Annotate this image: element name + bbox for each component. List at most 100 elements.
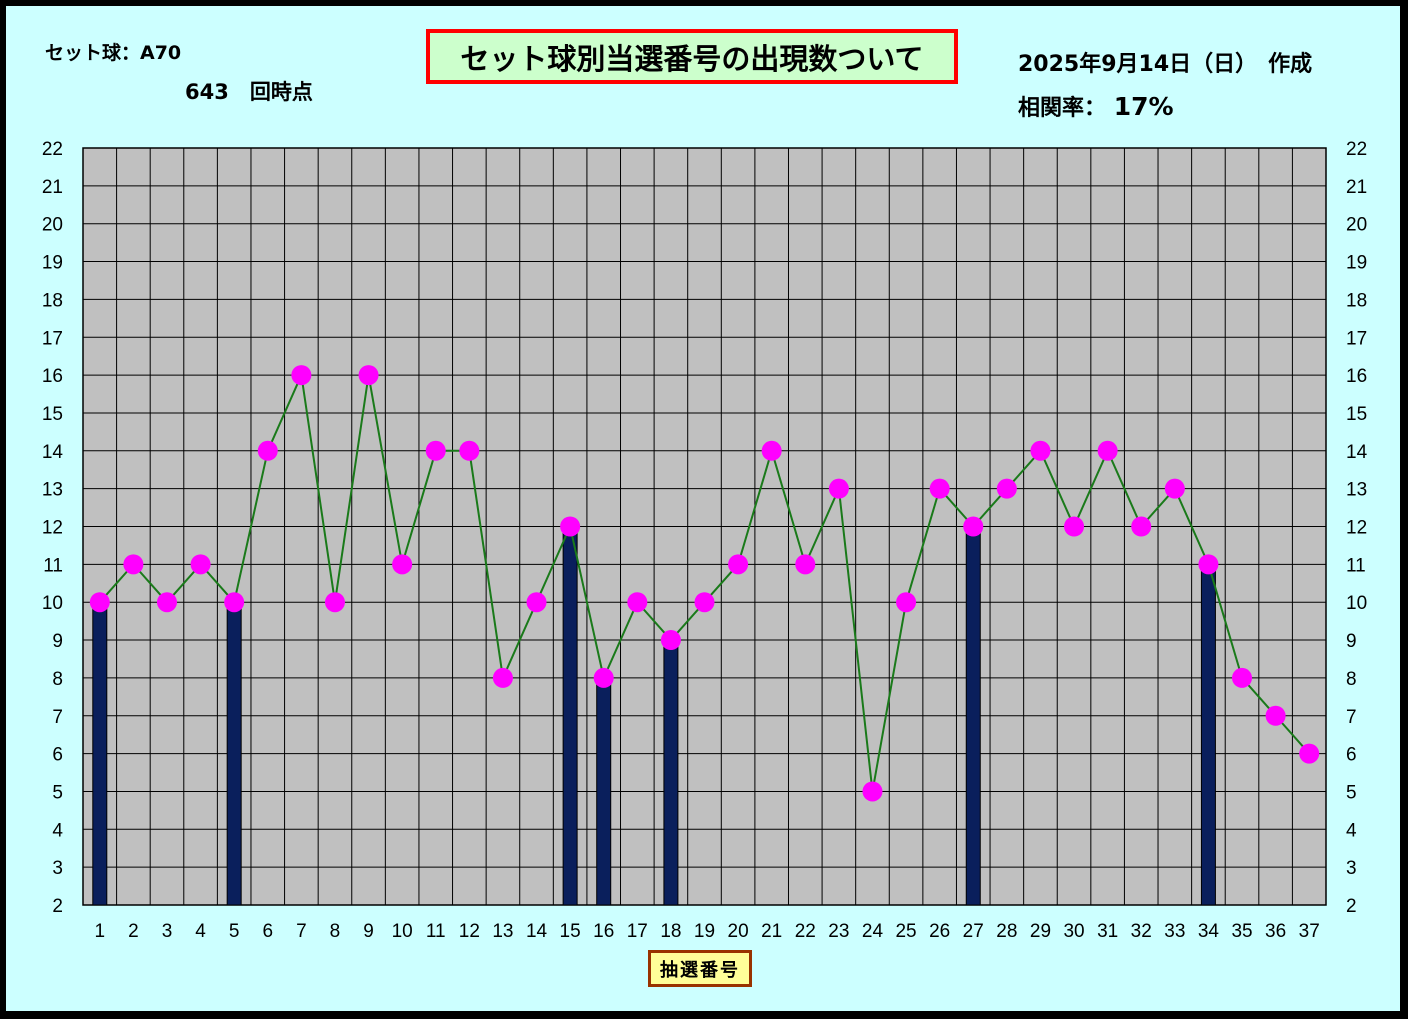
data-point: [1164, 478, 1185, 499]
x-tick-label: 34: [1198, 921, 1220, 942]
data-point: [1299, 743, 1320, 764]
data-point: [358, 365, 379, 386]
y-tick-label: 5: [52, 782, 63, 803]
y-tick-label: 21: [42, 177, 63, 198]
y-tick-label-right: 22: [1346, 139, 1367, 160]
y-tick-label: 9: [52, 631, 63, 652]
x-tick-label: 2: [128, 921, 139, 942]
chart-title: セット球別当選番号の出現数ついて: [460, 41, 924, 76]
y-tick-label: 14: [42, 442, 64, 463]
y-tick-label-right: 10: [1346, 593, 1367, 614]
x-axis: 1 2 3 4 5 6 7 8 9 10 11 12 13 14 15 16 17 18 19 20 21 22 23 24 2…: [95, 921, 1320, 942]
x-tick-label: 30: [1063, 921, 1084, 942]
data-point: [795, 554, 816, 575]
y-tick-label: 7: [52, 707, 63, 728]
data-point: [1232, 667, 1253, 688]
data-point: [1198, 554, 1219, 575]
data-point: [660, 630, 681, 651]
created-date: 2025年9月14日（日） 作成: [1018, 52, 1313, 77]
correlation-label: 相関率：: [1018, 96, 1107, 121]
y-tick-label: 2: [52, 896, 63, 917]
data-point: [526, 592, 547, 613]
y-tick-label: 17: [42, 328, 63, 349]
y-tick-label: 11: [43, 555, 63, 576]
y-axis-left: 2 3 4 5 6 7 8 9 10 11 12 13 14 15 16 17 18 19 20 21 22: [42, 139, 64, 917]
x-tick-label: 22: [795, 921, 816, 942]
y-axis-right: 2 3 4 5 6 7 8 9 10 11 12 13 14 15 16 17 18 19 20 21 22: [1346, 139, 1368, 917]
data-point: [1131, 516, 1152, 537]
data-point: [1064, 516, 1085, 537]
bar: [965, 526, 981, 906]
y-tick-label: 6: [52, 745, 63, 766]
data-point: [123, 554, 144, 575]
x-tick-label: 10: [392, 921, 413, 942]
y-tick-label-right: 4: [1346, 820, 1357, 841]
y-tick-label: 18: [42, 290, 63, 311]
x-axis-title: 抽選番号: [660, 959, 740, 981]
x-tick-label: 16: [593, 921, 614, 942]
y-tick-label-right: 21: [1346, 177, 1367, 198]
bar: [92, 601, 108, 906]
data-point: [1097, 440, 1118, 461]
x-tick-label: 36: [1265, 921, 1286, 942]
x-tick-label: 33: [1164, 921, 1185, 942]
data-point: [896, 592, 917, 613]
y-tick-label-right: 3: [1346, 858, 1357, 879]
x-tick-label: 19: [694, 921, 715, 942]
x-tick-label: 24: [862, 921, 884, 942]
x-tick-label: 14: [526, 921, 548, 942]
data-point: [224, 592, 245, 613]
data-point: [728, 554, 749, 575]
data-point: [190, 554, 211, 575]
y-tick-label-right: 15: [1346, 404, 1367, 425]
data-point: [156, 592, 177, 613]
y-tick-label-right: 19: [1346, 253, 1367, 274]
y-tick-label: 3: [52, 858, 63, 879]
data-point: [761, 440, 782, 461]
y-tick-label: 10: [42, 593, 63, 614]
y-tick-label: 19: [42, 253, 63, 274]
y-tick-label: 12: [42, 518, 63, 539]
data-point: [560, 516, 581, 537]
x-tick-label: 29: [1030, 921, 1051, 942]
y-tick-label: 4: [52, 820, 63, 841]
data-point: [257, 440, 278, 461]
draw-point-label: 643 回時点: [185, 80, 313, 104]
data-point: [459, 440, 480, 461]
y-tick-label: 13: [42, 480, 63, 501]
markers: [89, 365, 1320, 802]
y-tick-label-right: 17: [1346, 328, 1367, 349]
x-tick-label: 4: [195, 921, 206, 942]
title-box: セット球別当選番号の出現数ついて: [426, 29, 958, 84]
data-point: [929, 478, 950, 499]
data-point: [828, 478, 849, 499]
y-tick-label-right: 14: [1346, 442, 1368, 463]
x-tick-label: 9: [363, 921, 374, 942]
x-tick-label: 37: [1299, 921, 1320, 942]
y-tick-label-right: 13: [1346, 480, 1367, 501]
data-point: [593, 667, 614, 688]
y-tick-label-right: 20: [1346, 215, 1367, 236]
x-tick-label: 15: [560, 921, 581, 942]
data-point: [996, 478, 1017, 499]
y-tick-label: 15: [42, 404, 63, 425]
x-tick-label: 20: [728, 921, 749, 942]
x-tick-label: 7: [296, 921, 307, 942]
x-tick-label: 21: [761, 921, 782, 942]
y-tick-label-right: 9: [1346, 631, 1357, 652]
y-tick-label: 22: [42, 139, 63, 160]
x-tick-label: 23: [828, 921, 849, 942]
y-tick-label-right: 6: [1346, 745, 1357, 766]
data-point: [627, 592, 648, 613]
y-tick-label-right: 16: [1346, 366, 1367, 387]
data-point: [694, 592, 715, 613]
x-tick-label: 25: [895, 921, 916, 942]
y-tick-label-right: 12: [1346, 518, 1367, 539]
bar: [226, 601, 242, 906]
y-tick-label-right: 8: [1346, 669, 1357, 690]
x-tick-label: 13: [492, 921, 513, 942]
x-tick-label: 12: [459, 921, 480, 942]
x-tick-label: 35: [1231, 921, 1252, 942]
set-ball-label: セット球：A70: [45, 42, 182, 64]
x-tick-label: 17: [627, 921, 648, 942]
